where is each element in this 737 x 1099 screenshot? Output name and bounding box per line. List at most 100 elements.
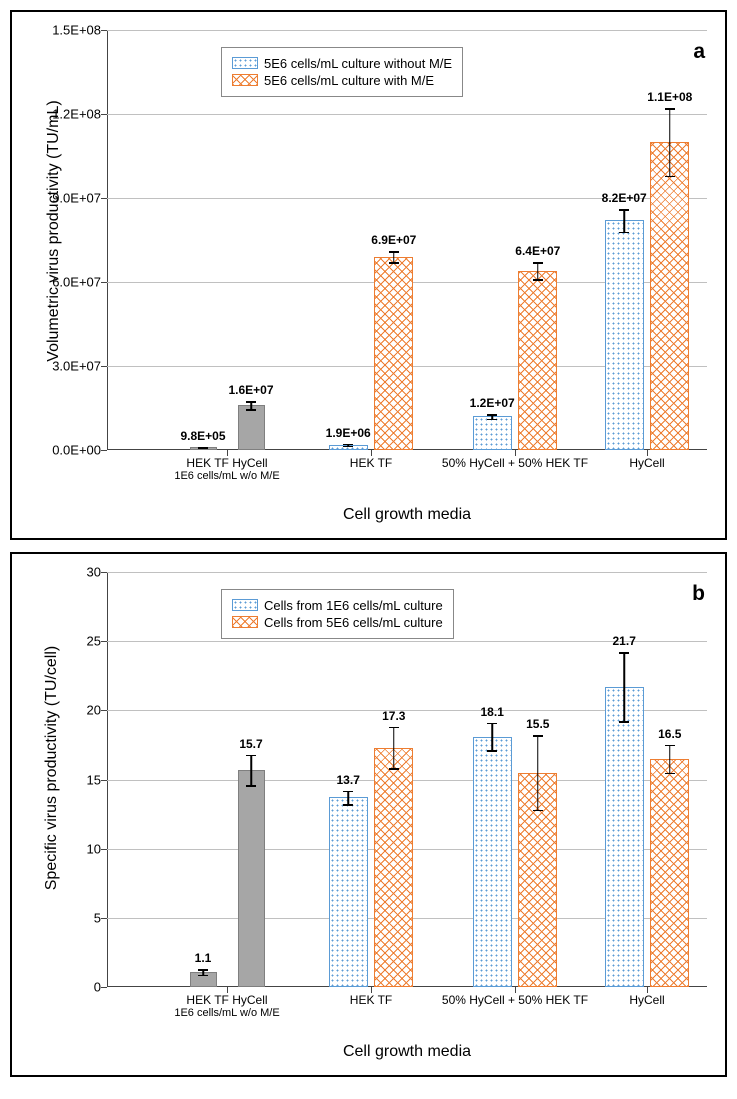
data-label: 9.8E+05: [180, 429, 225, 443]
legend-swatch: [232, 57, 258, 69]
data-label: 1.2E+07: [470, 396, 515, 410]
chart-panel-a: a Volumetric virus productivity (TU/mL) …: [10, 10, 727, 540]
y-tick-label: 20: [87, 703, 107, 718]
legend-swatch: [232, 74, 258, 86]
y-axis-line: [107, 30, 108, 450]
bar: [374, 257, 413, 450]
error-bar: [393, 727, 395, 769]
error-cap: [246, 755, 256, 757]
error-bar: [393, 251, 395, 262]
error-cap: [533, 810, 543, 812]
gridline: [107, 114, 707, 115]
x-tick-label: HEK TF: [350, 987, 392, 1007]
y-tick-label: 6.0E+07: [52, 275, 107, 290]
x-tick-label: 50% HyCell + 50% HEK TF: [442, 987, 588, 1007]
data-label: 17.3: [382, 709, 405, 723]
bar: [238, 770, 265, 987]
y-tick-label: 5: [94, 910, 107, 925]
error-cap: [533, 279, 543, 281]
data-label: 1.1: [195, 951, 212, 965]
error-cap: [343, 804, 353, 806]
data-label: 1.6E+07: [228, 383, 273, 397]
error-bar: [669, 745, 671, 773]
error-bar: [491, 723, 493, 751]
error-bar: [537, 735, 539, 810]
bar: [650, 759, 689, 987]
legend-label: 5E6 cells/mL culture with M/E: [264, 73, 434, 88]
error-bar: [623, 652, 625, 721]
error-cap: [665, 108, 675, 110]
error-cap: [343, 446, 353, 448]
x-axis-label-b: Cell growth media: [107, 1043, 707, 1061]
error-cap: [619, 652, 629, 654]
chart-panel-b: b Specific virus productivity (TU/cell) …: [10, 552, 727, 1077]
data-label: 15.7: [239, 737, 262, 751]
bar: [518, 271, 557, 450]
y-tick-label: 0: [94, 980, 107, 995]
legend: 5E6 cells/mL culture without M/E 5E6 cell…: [221, 47, 463, 97]
legend-item: Cells from 1E6 cells/mL culture: [232, 598, 443, 613]
error-cap: [619, 209, 629, 211]
plot-area-a: 0.0E+003.0E+076.0E+079.0E+071.2E+081.5E+…: [107, 30, 707, 450]
x-tick-label: 50% HyCell + 50% HEK TF: [442, 450, 588, 470]
error-cap: [619, 232, 629, 234]
y-tick-label: 1.5E+08: [52, 23, 107, 38]
error-cap: [246, 401, 256, 403]
legend-item: Cells from 5E6 cells/mL culture: [232, 615, 443, 630]
error-cap: [487, 414, 497, 416]
legend-item: 5E6 cells/mL culture without M/E: [232, 56, 452, 71]
y-tick-label: 25: [87, 634, 107, 649]
x-tick-label: HEK TF HyCell1E6 cells/mL w/o M/E: [174, 450, 279, 482]
bar: [473, 416, 512, 450]
error-cap: [487, 419, 497, 421]
error-bar: [250, 755, 252, 785]
bar: [238, 405, 265, 450]
error-bar: [623, 209, 625, 231]
legend-item: 5E6 cells/mL culture with M/E: [232, 73, 452, 88]
y-tick-label: 30: [87, 565, 107, 580]
data-label: 16.5: [658, 727, 681, 741]
error-cap: [246, 409, 256, 411]
y-tick-label: 0.0E+00: [52, 443, 107, 458]
y-tick-label: 15: [87, 772, 107, 787]
legend: Cells from 1E6 cells/mL culture Cells fro…: [221, 589, 454, 639]
data-label: 1.9E+06: [326, 426, 371, 440]
error-cap: [343, 791, 353, 793]
error-cap: [198, 969, 208, 971]
bar: [650, 142, 689, 450]
legend-swatch: [232, 616, 258, 628]
x-axis-label-a: Cell growth media: [107, 506, 707, 524]
error-cap: [487, 723, 497, 725]
data-label: 18.1: [481, 705, 504, 719]
error-cap: [389, 251, 399, 253]
data-label: 1.1E+08: [647, 90, 692, 104]
error-cap: [246, 785, 256, 787]
data-label: 6.9E+07: [371, 233, 416, 247]
error-cap: [487, 750, 497, 752]
bar: [605, 220, 644, 450]
error-cap: [619, 721, 629, 723]
x-tick-label: HyCell: [629, 987, 664, 1007]
bar: [329, 797, 368, 987]
error-cap: [389, 727, 399, 729]
error-cap: [665, 176, 675, 178]
data-label: 13.7: [337, 773, 360, 787]
x-tick-label: HEK TF HyCell1E6 cells/mL w/o M/E: [174, 987, 279, 1019]
y-axis-label-b: Specific virus productivity (TU/cell): [43, 628, 61, 908]
error-cap: [533, 735, 543, 737]
data-label: 15.5: [526, 717, 549, 731]
error-cap: [665, 745, 675, 747]
bar: [473, 737, 512, 987]
legend-label: Cells from 5E6 cells/mL culture: [264, 615, 443, 630]
error-cap: [533, 262, 543, 264]
error-cap: [198, 975, 208, 977]
error-bar: [537, 262, 539, 279]
bar: [605, 687, 644, 987]
x-tick-label: HyCell: [629, 450, 664, 470]
x-tick-label: HEK TF: [350, 450, 392, 470]
legend-label: 5E6 cells/mL culture without M/E: [264, 56, 452, 71]
gridline: [107, 572, 707, 573]
error-cap: [389, 262, 399, 264]
y-axis-label-a: Volumetric virus productivity (TU/mL): [45, 81, 63, 381]
bar: [374, 748, 413, 987]
